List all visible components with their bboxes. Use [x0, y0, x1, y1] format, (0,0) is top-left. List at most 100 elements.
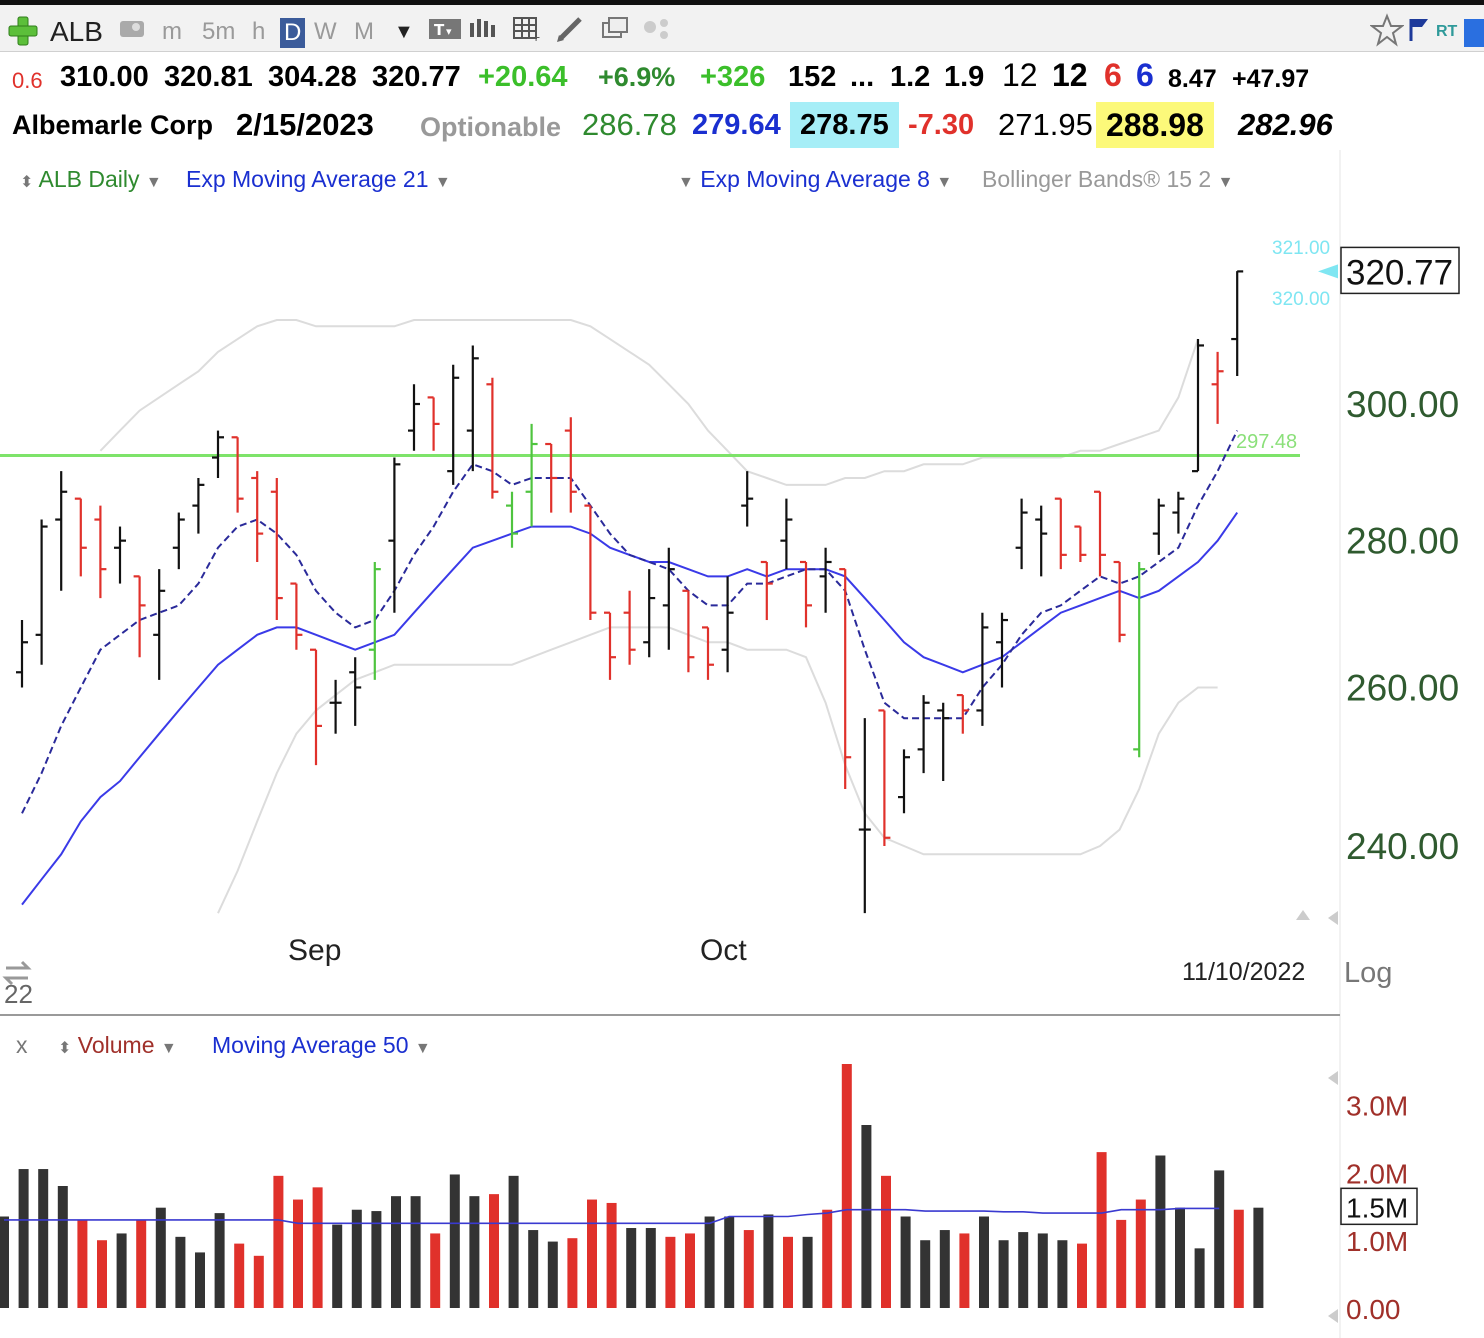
chevron-down-icon[interactable]: ▼ [1217, 174, 1234, 191]
bb-legend-label: Bollinger Bands® 15 2 [982, 166, 1212, 192]
ohlc-bar [780, 498, 793, 570]
ratio-1: 1.2 [890, 61, 931, 93]
ohlc-bar [153, 569, 166, 680]
ema21-legend[interactable]: Exp Moving Average 21 ▼ [186, 164, 451, 194]
level-high-label: 321.00 [1272, 238, 1330, 259]
chevron-down-icon[interactable]: ▼ [434, 174, 451, 191]
ohlc-bar [662, 547, 675, 650]
reorder-icon[interactable]: ⬍ [58, 1040, 72, 1057]
price-legend[interactable]: ⬍ ALB Daily ▼ [20, 164, 162, 194]
ohlc-bar [858, 718, 871, 914]
volume-bar [939, 1230, 950, 1308]
ohlc-bar [878, 709, 891, 846]
ohlc-bar [917, 695, 930, 774]
volume-bar [861, 1125, 872, 1308]
chevron-down-icon[interactable]: ▼ [160, 1040, 177, 1057]
volume-bar [547, 1241, 558, 1308]
realtime-label: RT [1436, 23, 1458, 40]
ema21-line [21, 512, 1239, 906]
ohlc-bar [1074, 525, 1087, 562]
volume-bar [626, 1228, 637, 1308]
interval-m[interactable]: m [162, 18, 182, 45]
open-price: 310.00 [60, 61, 149, 93]
volume-bar [704, 1216, 715, 1308]
ema8-line [21, 430, 1239, 814]
rank-6a: 6 [1104, 57, 1122, 93]
chevron-down-icon[interactable]: ▼ [936, 174, 953, 191]
ma50-legend[interactable]: Moving Average 50 ▼ [212, 1030, 431, 1060]
ma50-line [4, 1207, 1220, 1225]
level-low-label: 320.00 [1272, 289, 1330, 310]
ohlc-bar [427, 396, 440, 451]
chevron-down-icon[interactable]: ▼ [414, 1040, 431, 1057]
volume-bar [1155, 1155, 1166, 1308]
volume-close-button[interactable]: x [16, 1032, 28, 1058]
volume-chart-pane: 0.00 1.0M 2.0M 3.0M 1.5M x ⬍ Volume ▼ Moving… [0, 1016, 1484, 1338]
volume-chart[interactable]: 0.00 1.0M 2.0M 3.0M 1.5M [0, 1016, 1484, 1338]
volume-y-tick-label: 0.00 [1346, 1294, 1401, 1325]
quote-row-prices: 0.6 310.00 320.81 304.28 320.77 +20.64 +… [0, 54, 1340, 100]
bollinger-upper-band [99, 319, 1199, 486]
scroll-up-icon [1296, 910, 1310, 920]
chart-toolbar: ALB m 5m h D W M ▼ T ▾ + RT [0, 0, 1484, 52]
small-change: 0.6 [12, 68, 43, 93]
chevron-down-icon[interactable]: ▼ [145, 174, 162, 191]
volume-bar [469, 1196, 480, 1308]
swap-arrows-icon [2, 960, 32, 986]
volume-bar [489, 1194, 499, 1308]
interval-h[interactable]: h [252, 18, 266, 45]
settings-tab-icon[interactable] [1464, 19, 1484, 47]
price-282-96: 282.96 [1238, 107, 1333, 142]
reorder-icon[interactable]: ⬍ [20, 174, 34, 191]
chevron-down-icon[interactable]: ▼ [678, 174, 694, 191]
volume-y-tick-label: 1.0M [1346, 1226, 1408, 1257]
symbol-label[interactable]: ALB [50, 16, 103, 47]
ema8-legend[interactable]: ▼ Exp Moving Average 8 ▼ [678, 164, 952, 194]
interval-d[interactable]: D [280, 18, 306, 48]
volume-bar [195, 1252, 205, 1308]
volume-bar [841, 1064, 852, 1308]
ohlc-bar [584, 504, 597, 621]
y-tick-label: 240.00 [1346, 826, 1459, 867]
volume-bar [920, 1240, 931, 1308]
volume-bar [38, 1169, 49, 1308]
last-price-arrow-icon [1318, 264, 1338, 279]
ohlc-bar [1231, 270, 1244, 376]
ohlc-bar [956, 693, 969, 734]
interval-w[interactable]: W [314, 18, 337, 45]
interval-5m[interactable]: 5m [202, 18, 236, 45]
log-scale-button: Log [1344, 957, 1392, 989]
ohlc-bar [35, 519, 48, 665]
line-level-label: 297.48 [1236, 431, 1297, 453]
ohlc-bar [329, 679, 342, 734]
ohlc-bar [721, 576, 734, 673]
volume-bar [214, 1213, 225, 1308]
interval-month[interactable]: M [354, 18, 374, 45]
volume-bar [312, 1187, 323, 1308]
volume-bar [802, 1236, 813, 1308]
ohlc-bar [16, 620, 28, 688]
ellipsis: ... [850, 61, 875, 93]
value-4797: +47.97 [1232, 65, 1310, 93]
volume-legend[interactable]: ⬍ Volume ▼ [58, 1030, 177, 1060]
price-279-64: 279.64 [692, 109, 781, 141]
volume-bar [1096, 1152, 1107, 1308]
scroll-left-icon [1328, 911, 1338, 925]
ohlc-bar [74, 497, 87, 577]
interval-dropdown-icon[interactable]: ▼ [394, 21, 414, 43]
volume-bar [1194, 1248, 1205, 1308]
price-chart[interactable]: 240.00 260.00 280.00 300.00 320.77 321.00 320.… [0, 150, 1484, 1016]
bb-legend[interactable]: Bollinger Bands® 15 2 ▼ [982, 164, 1233, 194]
volume-bar [567, 1238, 578, 1308]
y-tick-label: 260.00 [1346, 667, 1459, 708]
volume-y-tick-label: 2.0M [1346, 1158, 1408, 1189]
y-tick-label: 280.00 [1346, 521, 1459, 562]
company-name: Albemarle Corp [12, 110, 214, 140]
x-tick-label: Sep [288, 934, 341, 967]
volume-bar [1253, 1207, 1264, 1308]
volume-bar [724, 1216, 735, 1308]
volume-bar [1175, 1207, 1185, 1308]
ohlc-bar [545, 442, 558, 513]
ohlc-bar [564, 417, 577, 513]
year-fragment-label: 22 [4, 979, 33, 1009]
